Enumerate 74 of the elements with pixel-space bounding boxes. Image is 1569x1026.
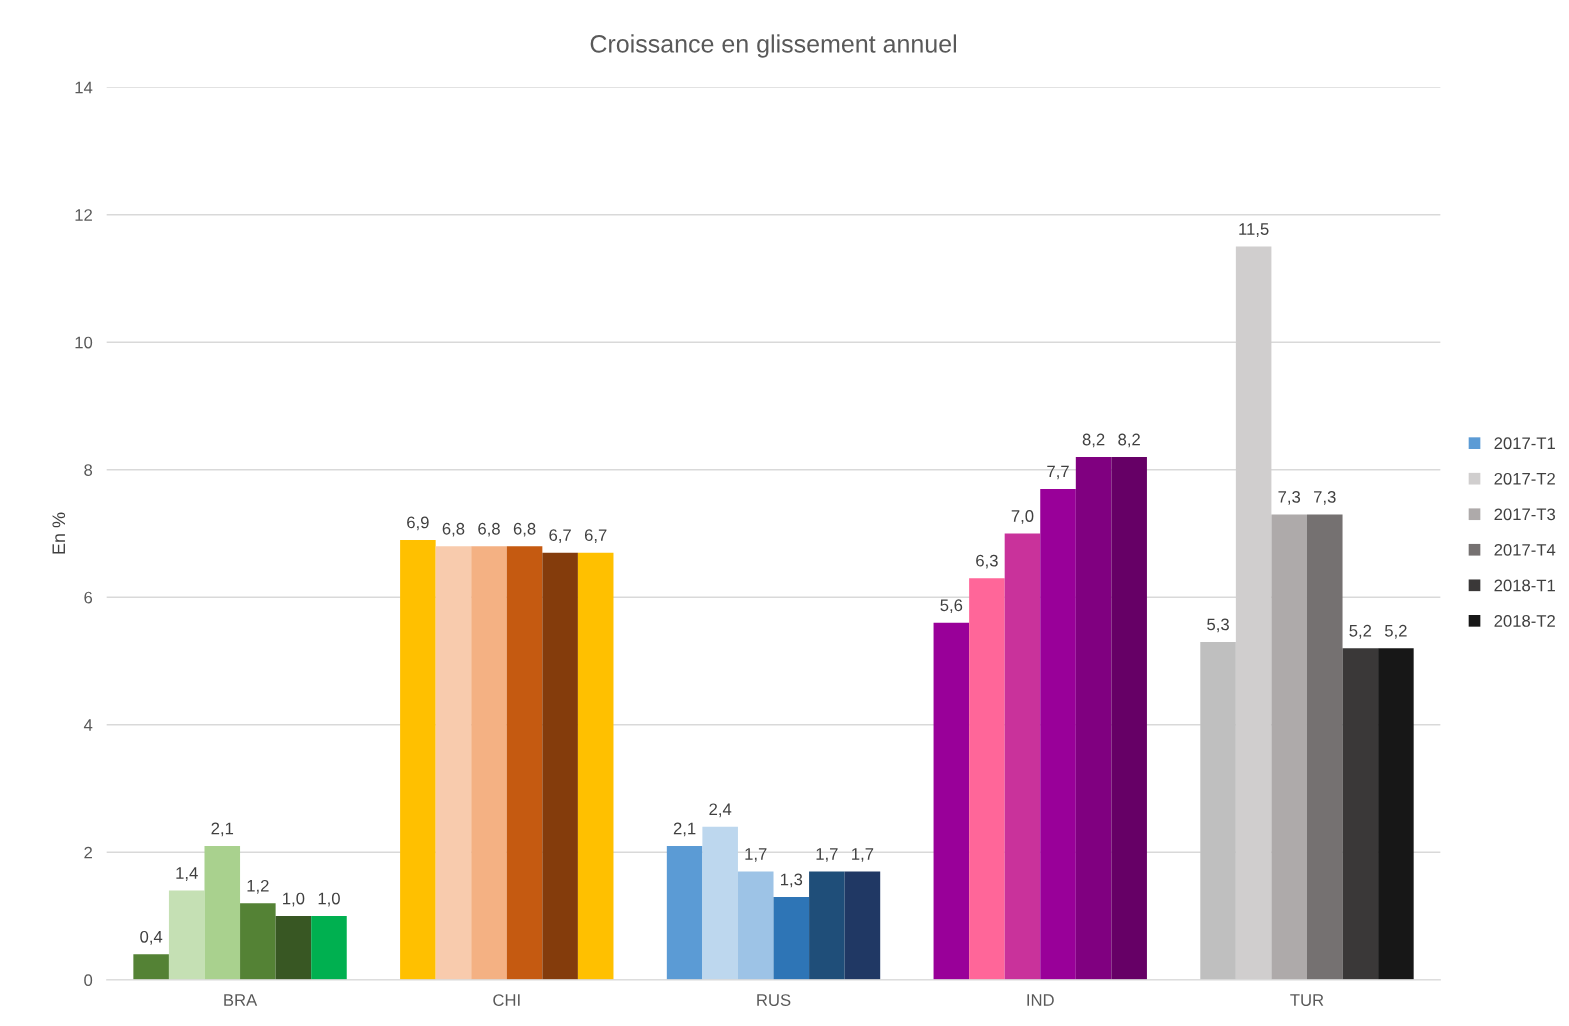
bar	[311, 916, 347, 980]
bar	[506, 546, 543, 980]
data-label: 6,8	[478, 522, 500, 537]
data-label: 7,7	[1047, 465, 1069, 480]
bar	[1004, 533, 1041, 980]
bar	[1378, 648, 1414, 980]
bar	[1111, 457, 1147, 980]
x-tick-label: BRA	[224, 994, 258, 1006]
bar	[471, 546, 507, 980]
x-tick-label: IND	[1027, 994, 1054, 1006]
data-label: 1,0	[318, 892, 340, 907]
data-label: 7,0	[1011, 510, 1034, 524]
bar	[702, 826, 738, 980]
bar	[1271, 514, 1307, 980]
bar	[1342, 648, 1379, 980]
bar	[969, 578, 1005, 980]
data-label: 2,4	[709, 803, 732, 818]
data-label: 1,2	[247, 879, 269, 894]
bar	[844, 871, 881, 980]
data-label: 1,0	[283, 892, 305, 907]
data-label: 5,3	[1207, 618, 1229, 633]
legend-label: 2017-T2	[1494, 472, 1555, 485]
bar	[275, 916, 312, 980]
chart-title: Croissance en glissement annuel	[590, 34, 956, 58]
data-label: 6,7	[584, 529, 607, 543]
data-label: 5,2	[1349, 624, 1372, 639]
bar	[168, 890, 205, 980]
data-label: 6,7	[549, 529, 571, 543]
y-axis-title: En %	[52, 512, 66, 554]
bar	[435, 546, 472, 980]
y-tick-label: 10	[75, 336, 93, 349]
bar	[542, 552, 578, 980]
bar	[1200, 641, 1236, 980]
data-label: 6,8	[513, 522, 536, 537]
y-tick-label: 0	[84, 974, 93, 987]
data-label: 1,3	[780, 873, 803, 888]
data-label: 5,2	[1384, 624, 1407, 639]
data-label: 0,4	[140, 930, 163, 945]
bar	[809, 871, 845, 980]
y-tick-label: 4	[83, 719, 93, 731]
legend-label: 2018-T2	[1494, 615, 1555, 627]
data-label: 1,7	[852, 848, 874, 862]
data-label: 8,2	[1082, 433, 1105, 448]
data-label: 1,4	[176, 867, 198, 881]
legend-label: 2017-T4	[1494, 543, 1556, 556]
bar	[1075, 457, 1112, 980]
data-label: 2,1	[211, 822, 234, 837]
bar	[773, 896, 810, 980]
bar	[666, 845, 703, 980]
x-tick-label: CHI	[493, 994, 520, 1006]
data-label: 5,6	[940, 599, 963, 614]
legend-label: 2018-T1	[1494, 579, 1555, 592]
y-tick-label: 12	[75, 209, 92, 221]
data-label: 6,3	[976, 554, 998, 569]
data-label: 7,3	[1314, 490, 1336, 505]
data-label: 2,1	[673, 822, 696, 837]
data-label: 1,7	[745, 848, 767, 862]
bar	[204, 845, 241, 980]
data-label: 8,2	[1118, 433, 1140, 448]
bar	[1306, 514, 1343, 980]
x-tick-label: RUS	[757, 994, 791, 1006]
y-tick-label: 14	[75, 81, 93, 94]
data-label: 11,5	[1239, 223, 1269, 237]
y-tick-label: 6	[84, 591, 93, 604]
data-label: 6,9	[407, 516, 429, 531]
legend-label: 2017-T1	[1494, 437, 1555, 450]
data-label: 1,7	[816, 848, 838, 862]
y-tick-label: 8	[84, 464, 93, 476]
data-label: 6,8	[442, 522, 465, 537]
legend-label: 2017-T3	[1494, 508, 1556, 521]
x-tick-label: TUR	[1290, 994, 1324, 1006]
y-tick-label: 2	[84, 846, 92, 859]
bar	[737, 871, 774, 980]
data-label: 7,3	[1278, 490, 1301, 505]
